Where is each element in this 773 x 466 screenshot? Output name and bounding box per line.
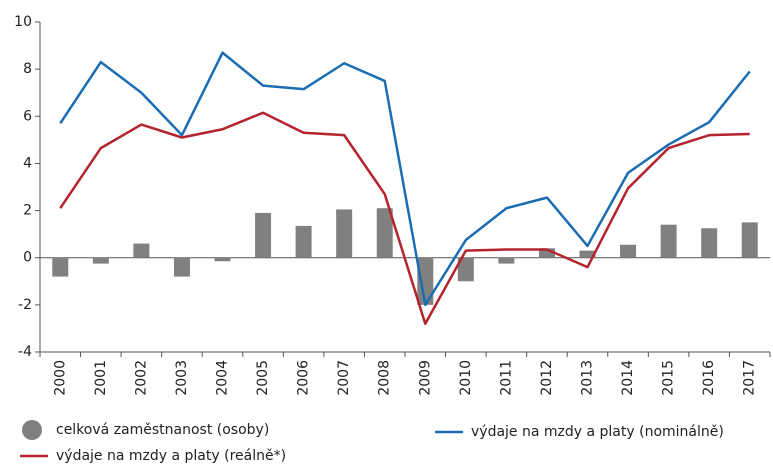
- bar: [660, 224, 677, 258]
- x-tick-label: 2009: [417, 360, 433, 396]
- legend-label: výdaje na mzdy a platy (nominálně): [471, 424, 724, 440]
- y-tick-label: 6: [23, 108, 32, 124]
- line: [59, 51, 751, 307]
- bar: [295, 225, 312, 258]
- x-tick-label: 2005: [255, 360, 271, 396]
- y-tick-label: 8: [23, 61, 32, 77]
- legend-label: výdaje na mzdy a platy (reálně*): [56, 448, 286, 464]
- legend-label: celková zaměstnanost (osoby): [56, 422, 269, 438]
- bar: [620, 244, 637, 258]
- x-tick-label: 2002: [133, 360, 149, 396]
- x-tick-label: 2000: [52, 360, 68, 396]
- x-tick-label: 2006: [296, 360, 312, 396]
- x-tick-label: 2016: [701, 360, 717, 396]
- bar: [701, 228, 718, 258]
- y-tick-label: 4: [23, 155, 32, 171]
- bar: [457, 257, 474, 282]
- bar: [579, 250, 596, 258]
- x-tick-label: 2012: [539, 360, 555, 396]
- bar: [538, 248, 555, 258]
- x-tick-label: 2011: [498, 360, 514, 396]
- x-tick-label: 2001: [93, 360, 109, 396]
- y-tick-label: 0: [23, 250, 32, 266]
- y-tick-label: 10: [14, 14, 32, 30]
- bar: [376, 208, 393, 258]
- bar: [336, 209, 353, 258]
- bar: [498, 257, 515, 264]
- line: [59, 111, 750, 325]
- bar: [255, 212, 272, 258]
- x-tick-label: 2004: [215, 360, 231, 396]
- x-tick-label: 2003: [174, 360, 190, 396]
- x-tick-label: 2010: [458, 360, 474, 396]
- x-tick-label: 2017: [742, 360, 758, 396]
- y-tick-label: 2: [23, 203, 32, 219]
- x-tick-label: 2014: [620, 360, 636, 396]
- legend-swatch: [22, 420, 42, 440]
- bar: [133, 243, 150, 258]
- y-tick-label: -4: [18, 344, 32, 360]
- x-tick-label: 2013: [580, 360, 596, 396]
- bar: [741, 222, 758, 258]
- x-tick-label: 2015: [661, 360, 677, 396]
- bar: [92, 257, 109, 264]
- y-tick-label: -2: [18, 297, 32, 313]
- bar: [214, 257, 231, 262]
- bar: [173, 257, 190, 277]
- bar: [52, 257, 69, 277]
- x-tick-label: 2008: [377, 360, 393, 396]
- x-tick-label: 2007: [336, 360, 352, 396]
- bar: [417, 257, 434, 305]
